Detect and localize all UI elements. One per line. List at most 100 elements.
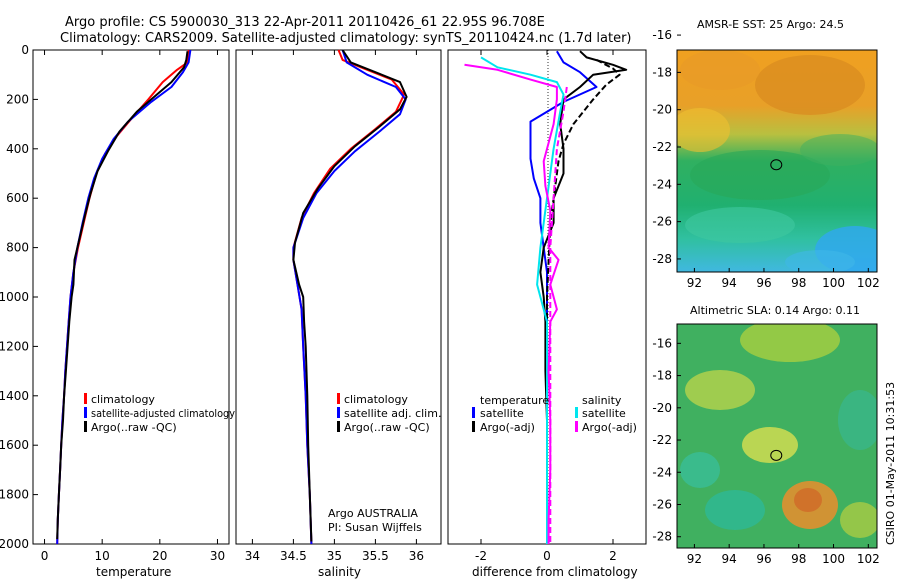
salinity-x-label: salinity [318, 565, 361, 579]
series-line-t-argo-dashed [546, 59, 621, 544]
salinity-x-ticks: 34 34.5 35 35.5 36 [245, 50, 424, 563]
y-tick-label: -18 [652, 65, 672, 79]
y-tick-label: 1800 [0, 488, 29, 502]
series-line-argo-raw-qc- [292, 49, 408, 542]
legend-label-s-argo: Argo(-adj) [582, 421, 637, 434]
y-tick-label: -24 [652, 177, 672, 191]
x-tick-label: 10 [95, 549, 110, 563]
x-tick-label: 94 [722, 276, 737, 290]
x-tick-label: 92 [687, 276, 702, 290]
argo-position-marker [770, 159, 783, 171]
legend-swatch-s-argo [575, 421, 578, 432]
x-tick-label: 0 [543, 549, 551, 563]
y-tick-label: 0 [21, 43, 29, 57]
x-tick-label: 0 [41, 549, 49, 563]
legend-header-salinity: salinity [582, 394, 622, 407]
salinity-annotation-argo: Argo AUSTRALIA [328, 507, 418, 520]
salinity-annotation-pi: PI: Susan Wijffels [328, 521, 422, 534]
legend-swatch-satellite [337, 407, 340, 418]
y-tick-label: -28 [652, 530, 672, 544]
sst-warm-patch [680, 50, 760, 90]
series-line-s-argo-dashed [549, 86, 568, 544]
legend-label-t-argo: Argo(-adj) [480, 421, 535, 434]
temperature-series [56, 49, 192, 545]
x-tick-label: 20 [152, 549, 167, 563]
y-tick-label: -20 [652, 103, 672, 117]
sla-map-title: Altimetric SLA: 0.14 Argo: 0.11 [690, 304, 860, 317]
legend-swatch-climatology [337, 393, 340, 404]
sla-cyan-patch [838, 390, 877, 450]
sst-teal-patch [685, 207, 795, 243]
x-tick-label: 102 [857, 276, 880, 290]
x-tick-label: 98 [791, 552, 806, 566]
argo-position-marker [770, 449, 783, 461]
salinity-legend: climatology satellite adj. clim. Argo(..… [337, 393, 441, 434]
x-tick-label: 36 [409, 549, 424, 563]
y-tick-label: 400 [6, 142, 29, 156]
legend-swatch-climatology [84, 393, 87, 404]
legend-label-satellite: satellite adj. clim. [344, 407, 441, 420]
temperature-x-label: temperature [96, 565, 171, 579]
y-tick-label: 200 [6, 92, 29, 106]
x-tick-label: 92 [687, 552, 702, 566]
y-tick-label: -24 [652, 465, 672, 479]
y-tick-label: -26 [652, 215, 672, 229]
sla-map-frame [676, 323, 878, 549]
sst-green-patch [690, 150, 830, 200]
series-line-argo-raw-qc- [56, 51, 189, 540]
legend-label-climatology: climatology [344, 393, 408, 406]
sla-yellow-patch [740, 324, 840, 362]
y-tick-label: -20 [652, 401, 672, 415]
legend-swatch-satellite [84, 407, 87, 418]
series-line-s-satellite [480, 56, 565, 544]
sla-cyan-patch [680, 452, 720, 488]
sst-map-title: AMSR-E SST: 25 Argo: 24.5 [697, 18, 844, 31]
sst-warm-patch [755, 55, 865, 115]
x-tick-label: 30 [210, 549, 225, 563]
x-tick-label: 100 [822, 276, 845, 290]
y-tick-label: 1200 [0, 339, 29, 353]
figure-title-line2: Climatology: CARS2009. Satellite-adjuste… [60, 31, 632, 46]
sst-map-frame [676, 49, 878, 273]
temperature-plot-frame [32, 49, 230, 545]
x-tick-label: 35 [327, 549, 342, 563]
y-tick-label: -28 [652, 252, 672, 266]
sla-y-ticks: -16 -18 -20 -22 -24 -26 -28 [652, 336, 681, 544]
series-line-satellite-adj-clim- [292, 49, 407, 545]
y-tick-label: 2000 [0, 537, 29, 551]
y-tick-label: 1400 [0, 389, 29, 403]
x-tick-label: 34 [245, 549, 260, 563]
legend-swatch-argo [337, 421, 340, 432]
sla-map-panel: Altimetric SLA: 0.14 Argo: 0.11 92 94 96 98… [652, 304, 880, 566]
y-tick-label: 1600 [0, 438, 29, 452]
sla-orange-patch [794, 488, 822, 512]
x-tick-label: -2 [475, 549, 487, 563]
x-tick-label: 100 [822, 552, 845, 566]
legend-swatch-s-satellite [575, 407, 578, 418]
sst-blue-patch [785, 250, 855, 272]
x-tick-label: 35.5 [362, 549, 389, 563]
legend-label-t-satellite: satellite [480, 407, 524, 420]
legend-label-argo: Argo(..raw -QC) [91, 421, 177, 434]
sla-yellow-patch [840, 502, 877, 538]
legend-swatch-t-satellite [472, 407, 475, 418]
legend-label-climatology: climatology [91, 393, 155, 406]
y-tick-label: -22 [652, 433, 672, 447]
y-tick-label: -16 [652, 28, 672, 42]
csiro-timestamp: CSIRO 01-May-2011 10:31:53 [884, 382, 897, 545]
x-tick-label: 96 [756, 552, 771, 566]
temperature-legend: climatology satellite-adjusted climatolo… [84, 393, 235, 434]
sst-yellow-patch [677, 108, 730, 152]
x-tick-label: 34.5 [280, 549, 307, 563]
salinity-series [292, 49, 408, 545]
y-tick-label: -26 [652, 497, 672, 511]
x-tick-label: 94 [722, 552, 737, 566]
x-tick-label: 98 [791, 276, 806, 290]
sla-x-ticks: 92 94 96 98 100 102 [687, 544, 880, 566]
sst-y-ticks: -16 -18 -20 -22 -24 -26 -28 [652, 28, 681, 266]
legend-header-temperature: temperature [480, 394, 549, 407]
difference-x-label: difference from climatology [472, 565, 638, 579]
sst-x-ticks: 92 94 96 98 100 102 [687, 268, 880, 290]
legend-swatch-t-argo [472, 421, 475, 432]
